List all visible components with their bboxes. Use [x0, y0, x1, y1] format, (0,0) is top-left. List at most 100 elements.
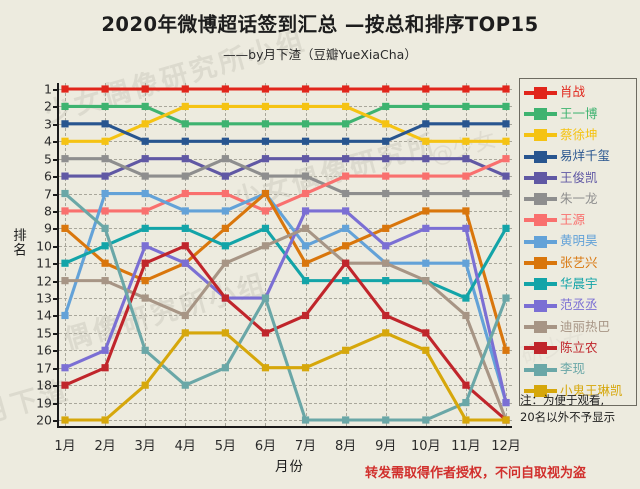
data-point-marker: [221, 207, 229, 215]
data-point-marker: [221, 172, 229, 180]
legend-swatch-icon: [524, 86, 557, 100]
data-point-marker: [221, 155, 229, 163]
x-tick-label: 1月: [54, 439, 76, 454]
y-tick-mark: [53, 280, 59, 283]
legend-item-张艺兴[interactable]: 张艺兴: [524, 252, 634, 273]
data-point-marker: [141, 137, 149, 145]
data-point-marker: [61, 120, 69, 128]
x-tick-label: 11月: [451, 439, 481, 454]
data-point-marker: [101, 137, 109, 145]
y-tick-mark: [53, 332, 59, 335]
gridline-vertical: [506, 83, 507, 426]
y-tick-mark: [53, 298, 59, 301]
data-point-marker: [61, 277, 69, 285]
data-point-marker: [301, 155, 310, 163]
data-point-marker: [462, 137, 470, 145]
legend-item-范丞丞[interactable]: 范丞丞: [524, 295, 634, 316]
data-point-marker: [342, 120, 350, 128]
y-tick-mark: [53, 350, 59, 353]
legend-item-易烊千玺[interactable]: 易烊千玺: [524, 146, 634, 167]
series-line: [63, 331, 508, 422]
data-point-marker: [101, 364, 109, 372]
data-point-marker: [61, 364, 69, 372]
series-line: [63, 157, 508, 178]
legend-swatch-icon: [524, 235, 557, 249]
data-point-marker: [301, 137, 310, 145]
x-tick-label: 12月: [491, 439, 521, 454]
series-line: [63, 104, 508, 143]
data-point-marker: [502, 294, 510, 302]
data-point-marker: [101, 155, 109, 163]
legend-swatch-icon: [524, 341, 557, 355]
series-迪丽热巴: [61, 224, 510, 424]
legend-item-黄明昊[interactable]: 黄明昊: [524, 231, 634, 252]
y-tick-mark: [53, 402, 59, 405]
series-line: [63, 104, 508, 126]
data-point-marker: [382, 172, 390, 180]
legend-item-王源[interactable]: 王源: [524, 210, 634, 231]
legend-item-肖战[interactable]: 肖战: [524, 82, 634, 103]
gridline-vertical: [425, 83, 427, 426]
data-point-marker: [342, 155, 350, 163]
x-tick-label: 6月: [254, 439, 277, 454]
gridline-horizontal: [59, 315, 512, 317]
y-tick-label: 2: [44, 98, 52, 114]
data-point-marker: [221, 137, 229, 145]
legend-item-华晨宇[interactable]: 华晨宇: [524, 274, 634, 295]
legend-item-陈立农[interactable]: 陈立农: [524, 338, 634, 359]
data-point-marker: [141, 120, 149, 128]
gridline-horizontal: [59, 385, 512, 387]
data-point-marker: [101, 277, 109, 285]
data-point-marker: [502, 155, 510, 163]
series-line: [63, 209, 508, 405]
data-point-marker: [141, 259, 149, 267]
legend-swatch-icon: [524, 213, 557, 227]
data-point-marker: [141, 277, 149, 285]
data-point-marker: [61, 172, 69, 180]
data-point-marker: [342, 207, 350, 215]
data-point-marker: [382, 311, 390, 320]
legend-item-李现[interactable]: 李现: [524, 359, 634, 380]
data-point-marker: [261, 242, 270, 250]
legend-item-迪丽热巴[interactable]: 迪丽热巴: [524, 316, 634, 337]
legend-item-王一博[interactable]: 王一博: [524, 103, 634, 124]
legend-item-蔡徐坤[interactable]: 蔡徐坤: [524, 125, 634, 146]
legend-label: 王一博: [560, 105, 598, 121]
gridline-horizontal: [59, 210, 512, 212]
series-王俊凯: [61, 155, 510, 180]
data-point-marker: [342, 416, 350, 424]
data-point-marker: [141, 207, 149, 215]
data-point-marker: [301, 85, 310, 93]
data-point-marker: [462, 416, 470, 424]
data-point-marker: [301, 364, 310, 372]
legend-item-小鬼王琳凯[interactable]: 小鬼王琳凯: [524, 380, 634, 401]
y-tick-mark: [53, 158, 59, 161]
legend-label: 蔡徐坤: [560, 126, 598, 142]
data-point-marker: [422, 277, 430, 285]
legend-item-朱一龙[interactable]: 朱一龙: [524, 188, 634, 209]
gridline-vertical: [265, 83, 267, 426]
data-point-marker: [181, 381, 189, 389]
legend-swatch-icon: [524, 171, 557, 185]
legend-label: 朱一龙: [560, 190, 598, 206]
series-line: [63, 244, 508, 422]
chart-note: 注：为便于观看, 20名以外不予显示: [520, 392, 640, 425]
y-tick-label: 12: [36, 273, 52, 289]
data-point-marker: [61, 381, 69, 389]
note-line-1: 注：为便于观看,: [520, 393, 605, 407]
data-point-marker: [462, 207, 470, 215]
y-tick-label: 8: [44, 203, 52, 219]
legend-item-王俊凯[interactable]: 王俊凯: [524, 167, 634, 188]
data-point-marker: [141, 294, 149, 302]
data-point-marker: [422, 329, 430, 337]
data-point-marker: [301, 259, 310, 267]
data-point-marker: [101, 207, 109, 215]
data-point-marker: [301, 277, 310, 285]
y-tick-mark: [53, 245, 59, 248]
data-point-marker: [502, 346, 510, 354]
data-point-marker: [422, 224, 430, 232]
data-point-marker: [181, 155, 189, 163]
data-point-marker: [221, 102, 229, 111]
legend-label: 王俊凯: [560, 169, 598, 185]
